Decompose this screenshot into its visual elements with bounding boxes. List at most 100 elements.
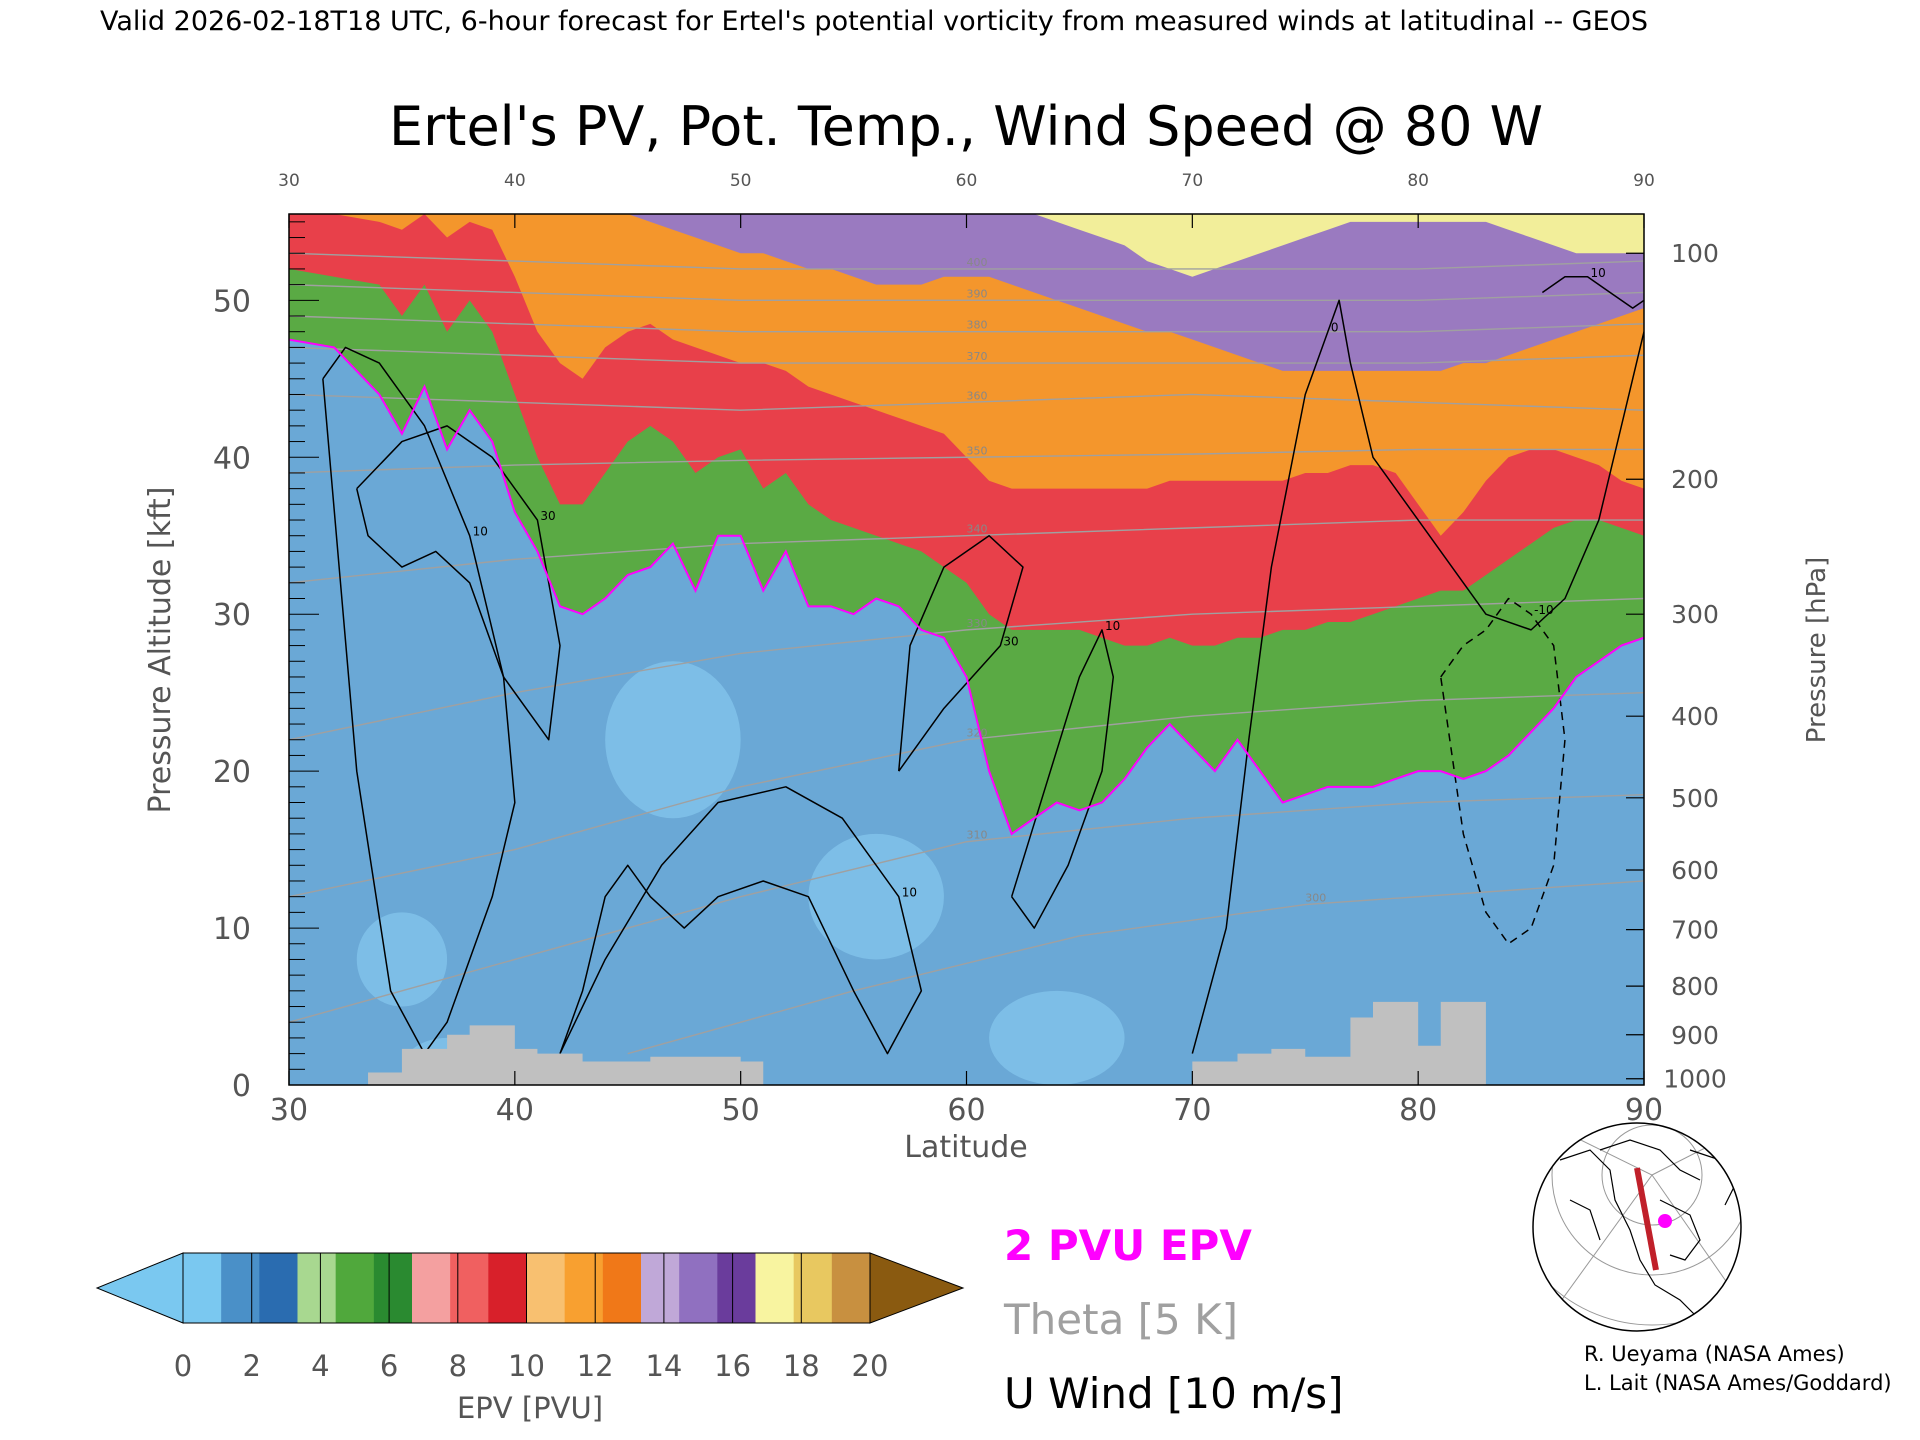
- terrain: [289, 1001, 1644, 1085]
- legend-wind: U Wind [10 m/s]: [1004, 1369, 1344, 1418]
- wind-contour-30: [356, 425, 561, 741]
- wind-contour-label: 10: [1591, 266, 1606, 280]
- colorbar-swatch: [679, 1253, 718, 1323]
- wind-contour-label: -10: [1534, 603, 1554, 617]
- colorbar-swatch: [793, 1253, 833, 1323]
- wind-contour-label: 0: [1331, 321, 1339, 335]
- theta-contour-label: 400: [967, 256, 988, 269]
- wind-contour-30: [898, 534, 1024, 772]
- pressure-tick-label: 1000: [1663, 1065, 1727, 1094]
- x-tick-label: 80: [1399, 1093, 1437, 1128]
- colorbar-swatch: [564, 1253, 604, 1323]
- colorbar-tick-label: 12: [577, 1349, 614, 1383]
- map-cross-section-path: [1634, 1167, 1659, 1271]
- colorbar-max-arrow: [869, 1252, 965, 1324]
- map-location-dot: [1658, 1214, 1672, 1228]
- theta-contour-label: 320: [967, 727, 988, 740]
- x-tick-label: 60: [947, 1093, 985, 1128]
- colorbar-tick-label: 6: [380, 1349, 398, 1383]
- colorbar-swatch: [335, 1253, 375, 1323]
- pressure-tick-label: 100: [1671, 239, 1719, 268]
- y-tick-label: 10: [213, 912, 251, 947]
- pv-patch: [989, 990, 1125, 1085]
- pressure-tick-label: 600: [1671, 856, 1719, 885]
- colorbar-tick-label: 20: [852, 1349, 889, 1383]
- colorbar-tick-label: 16: [714, 1349, 751, 1383]
- wind-contour-label: 10: [902, 886, 917, 900]
- legend-theta: Theta [5 K]: [1003, 1295, 1238, 1344]
- locator-map: [1532, 1122, 1742, 1332]
- axis-ticks: 3030404050506060707080809090010203040501…: [213, 171, 1727, 1128]
- x-tick-label-top: 70: [1182, 171, 1204, 191]
- theta-contour-380: [289, 315, 1644, 333]
- wind-contour-label: 10: [473, 525, 488, 539]
- pv-2pvu-line: [289, 338, 1644, 836]
- pressure-tick-label: 800: [1671, 972, 1719, 1001]
- x-tick-label-top: 40: [504, 171, 526, 191]
- theta-contour-label: 310: [967, 829, 988, 842]
- theta-contour-390: [289, 283, 1644, 302]
- wind-contours: 10 30 10 30 10 0 10 -10: [322, 266, 1644, 1055]
- theta-contour-350: [289, 448, 1644, 474]
- valid-line: Valid 2026-02-18T18 UTC, 6-hour forecast…: [100, 6, 1648, 37]
- theta-contour-label: 350: [967, 444, 988, 457]
- pressure-tick-label: 200: [1671, 465, 1719, 494]
- pv-patch: [356, 912, 448, 1007]
- x-tick-label: 30: [270, 1093, 308, 1128]
- x-tick-label-top: 60: [956, 171, 978, 191]
- colorbar-swatch: [412, 1253, 451, 1323]
- wind-contour-10: [322, 346, 516, 1055]
- x-tick-label-top: 80: [1407, 171, 1429, 191]
- colorbar-swatch: [450, 1253, 489, 1323]
- legend-pv: 2 PVU EPV: [1004, 1221, 1252, 1270]
- colorbar-swatch: [297, 1253, 337, 1323]
- x-tick-label-top: 30: [278, 171, 300, 191]
- credit-line-2: L. Lait (NASA Ames/Goddard): [1584, 1371, 1892, 1395]
- pv-patch: [808, 833, 944, 960]
- colorbar-tick-label: 2: [242, 1349, 260, 1383]
- colorbar-label: EPV [PVU]: [457, 1391, 603, 1425]
- colorbar-swatch: [717, 1253, 756, 1323]
- wind-contour-label: 10: [1105, 619, 1120, 633]
- theta-contour-label: 300: [1305, 892, 1326, 905]
- y-tick-label: 0: [232, 1069, 251, 1104]
- theta-contour-370: [289, 346, 1644, 364]
- colorbar-swatch: [488, 1253, 527, 1323]
- theta-contour-label: 330: [967, 617, 988, 630]
- wind-contour--10: [1440, 597, 1566, 945]
- credit-line-1: R. Ueyama (NASA Ames): [1584, 1342, 1845, 1366]
- wind-contour-0: [1191, 299, 1644, 1054]
- y-tick-label: 20: [213, 755, 251, 790]
- theta-contour-label: 340: [967, 523, 988, 536]
- colorbar-swatch: [221, 1253, 260, 1323]
- wind-contour-label: 30: [540, 509, 555, 523]
- wind-contour-label: 30: [1003, 635, 1018, 649]
- x-tick-label-top: 50: [730, 171, 752, 191]
- colorbar-swatch: [755, 1253, 795, 1323]
- colorbar-tick-label: 10: [508, 1349, 545, 1383]
- x-tick-label: 70: [1173, 1093, 1211, 1128]
- pressure-tick-label: 900: [1671, 1021, 1719, 1050]
- colorbar-swatch: [526, 1253, 566, 1323]
- x-tick-label: 90: [1625, 1093, 1663, 1128]
- colorbar: 0 2 4 6 8 10 12 14 16 18 20: [95, 1252, 965, 1383]
- pressure-tick-label: 700: [1671, 916, 1719, 945]
- pressure-tick-label: 500: [1671, 784, 1719, 813]
- colorbar-swatch: [641, 1253, 680, 1323]
- colorbar-tick-label: 14: [645, 1349, 682, 1383]
- x-tick-label-top: 90: [1633, 171, 1655, 191]
- colorbar-tick-label: 0: [174, 1349, 192, 1383]
- y-tick-label: 50: [213, 284, 251, 319]
- colorbar-min-arrow: [95, 1252, 184, 1324]
- colorbar-swatch: [831, 1253, 871, 1323]
- theta-contour-label: 370: [967, 350, 988, 363]
- pv-band-18-20: [289, 214, 1644, 277]
- wind-contour-10: [1010, 629, 1115, 929]
- y-axis-label: Pressure Altitude [kft]: [143, 487, 178, 814]
- wind-contour-10: [559, 786, 923, 1055]
- pv-shading: [289, 214, 1644, 1085]
- pv-patch: [605, 661, 741, 819]
- terrain-fill: [289, 1001, 1644, 1085]
- colorbar-tick-label: 8: [449, 1349, 467, 1383]
